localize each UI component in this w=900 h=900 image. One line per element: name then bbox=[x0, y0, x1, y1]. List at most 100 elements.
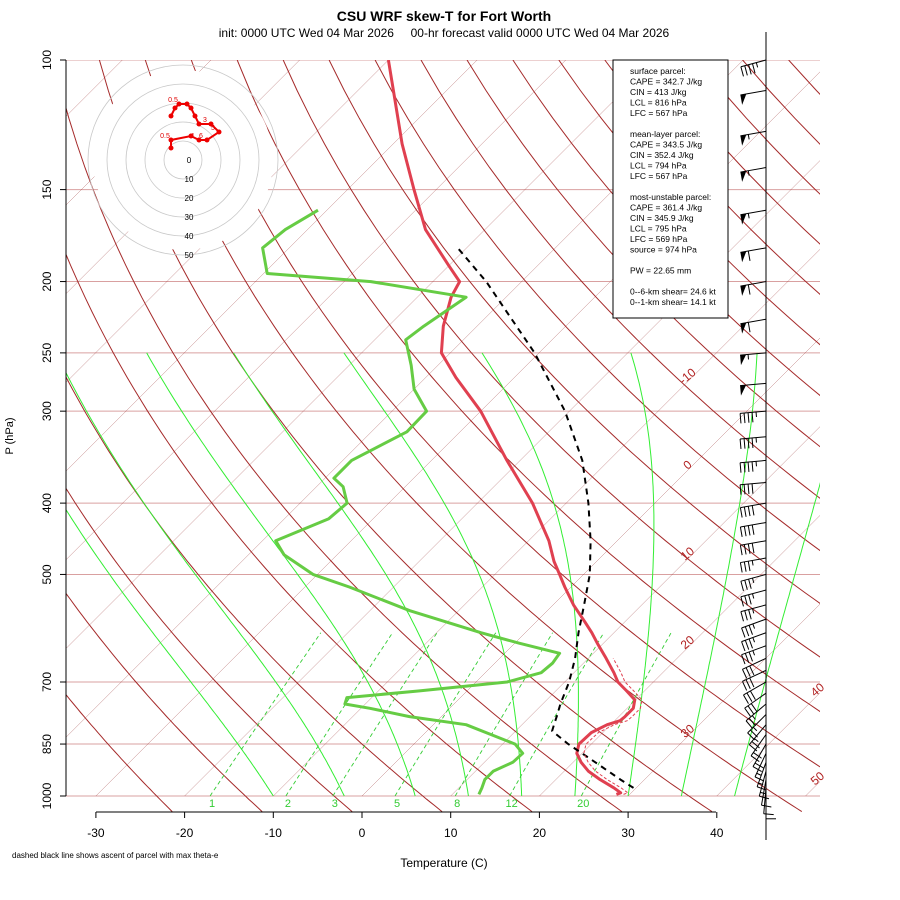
wind-barb-half-feather bbox=[751, 560, 754, 566]
dry-adiabat-line bbox=[420, 60, 820, 499]
wind-barb-shaft bbox=[740, 481, 767, 486]
wind-barb-full-feather bbox=[740, 581, 744, 591]
x-tick-label: 0 bbox=[359, 826, 366, 840]
wind-barb-pennant bbox=[740, 322, 747, 334]
wind-barb-full-feather bbox=[750, 729, 758, 738]
wind-barb-shaft bbox=[758, 770, 767, 797]
wind-barb-full-feather bbox=[741, 627, 746, 638]
y-tick-label: 300 bbox=[40, 401, 54, 421]
wind-barb-full-feather bbox=[748, 638, 753, 649]
dry-adiabat-line bbox=[236, 60, 820, 713]
isotherm-line bbox=[66, 60, 566, 561]
temperature-curve bbox=[386, 60, 637, 796]
y-tick-label: 150 bbox=[40, 179, 54, 199]
hodograph-point bbox=[168, 137, 174, 143]
wind-barb-half-feather bbox=[751, 608, 755, 614]
y-tick-label: 1000 bbox=[40, 782, 54, 809]
wind-barb-full-feather bbox=[747, 284, 751, 295]
wind-barb bbox=[763, 787, 774, 816]
info-box-line: LCL = 795 hPa bbox=[630, 224, 687, 234]
isotherm-label: 20 bbox=[678, 632, 697, 652]
wind-barb-full-feather bbox=[739, 507, 743, 518]
wind-barb-full-feather bbox=[739, 562, 743, 573]
wind-barb-full-feather bbox=[744, 707, 751, 717]
x-tick-label: -10 bbox=[265, 826, 283, 840]
wind-barb-full-feather bbox=[750, 755, 760, 762]
mixing-ratio-label: 5 bbox=[394, 798, 400, 810]
wind-barb-shaft bbox=[748, 724, 767, 745]
isotherm-line bbox=[627, 603, 820, 797]
wind-barb-full-feather bbox=[748, 594, 752, 605]
wind-barb bbox=[747, 714, 767, 741]
mixing-ratio-label: 20 bbox=[577, 798, 589, 810]
dry-adiabat-line bbox=[66, 106, 623, 812]
hodograph-ring bbox=[163, 140, 203, 180]
hodograph-ring-label: 0 bbox=[187, 156, 192, 165]
mixing-ratio-line bbox=[509, 632, 605, 797]
info-box-line: CAPE = 361.4 J/kg bbox=[630, 203, 702, 213]
wind-barb-half-feather bbox=[752, 623, 756, 629]
wind-barb-full-feather bbox=[748, 625, 753, 635]
dry-adiabat-line bbox=[374, 60, 820, 552]
wind-barb-full-feather bbox=[763, 813, 774, 816]
wind-barb-full-feather bbox=[739, 413, 742, 424]
wind-barb-full-feather bbox=[748, 651, 753, 662]
info-box-line: PW = 22.65 mm bbox=[630, 266, 691, 276]
wind-barb-half-feather bbox=[752, 650, 756, 656]
hodograph-point-label: 0.5 bbox=[160, 133, 170, 140]
wind-barb bbox=[743, 681, 767, 704]
wind-barb bbox=[739, 540, 767, 556]
wind-barb-full-feather bbox=[739, 545, 743, 556]
wind-barb-full-feather bbox=[747, 322, 751, 333]
isotherm-line bbox=[273, 248, 820, 797]
wind-barb-full-feather bbox=[747, 543, 751, 554]
wind-barb bbox=[740, 89, 767, 105]
wind-barb-full-feather bbox=[751, 505, 755, 516]
wind-barb-full-feather bbox=[743, 561, 747, 572]
wind-barb-full-feather bbox=[747, 250, 751, 261]
wind-barb-shaft bbox=[740, 557, 767, 564]
wind-barb-half-feather bbox=[758, 782, 764, 786]
isotherm-line bbox=[539, 515, 820, 797]
wind-barb-full-feather bbox=[743, 462, 746, 473]
wind-barb bbox=[740, 573, 767, 591]
wind-barb-shaft bbox=[760, 779, 767, 806]
wind-barb bbox=[740, 318, 767, 334]
hodograph-ring-label: 30 bbox=[185, 213, 194, 222]
info-box-line: CIN = 345.9 J/kg bbox=[630, 213, 694, 223]
hodograph-point bbox=[204, 137, 210, 143]
wind-barb-full-feather bbox=[745, 679, 751, 689]
wind-barb-full-feather bbox=[752, 766, 762, 773]
wind-barb-full-feather bbox=[741, 669, 748, 679]
wind-barb-full-feather bbox=[751, 483, 754, 494]
wind-barb-full-feather bbox=[743, 506, 747, 517]
moist-adiabat-line bbox=[233, 352, 469, 797]
wind-barb bbox=[740, 167, 767, 182]
mixing-ratio-line bbox=[209, 632, 322, 797]
wind-barb bbox=[740, 352, 767, 366]
wind-barb-shaft bbox=[740, 59, 767, 68]
wind-barb-full-feather bbox=[743, 544, 747, 555]
wind-barb-pennant bbox=[740, 385, 747, 396]
moist-adiabat-line bbox=[680, 352, 758, 797]
dry-adiabat-line bbox=[66, 693, 173, 812]
info-box-line: surface parcel: bbox=[630, 66, 686, 76]
dry-adiabat-line bbox=[788, 60, 820, 95]
wind-barb-full-feather bbox=[751, 412, 754, 423]
wind-barb-full-feather bbox=[747, 561, 751, 572]
wind-barb-full-feather bbox=[739, 526, 743, 537]
wind-barb bbox=[740, 209, 767, 225]
wind-barb-shaft bbox=[750, 734, 767, 757]
chart-title: CSU WRF skew-T for Fort Worth bbox=[337, 8, 551, 24]
hodograph-ring-label: 40 bbox=[185, 232, 194, 241]
wind-barb bbox=[739, 481, 767, 495]
wind-barb-shaft bbox=[752, 743, 767, 767]
wind-barb bbox=[741, 632, 767, 652]
wind-barb bbox=[748, 724, 767, 752]
wind-barb bbox=[740, 59, 767, 77]
hodograph-background bbox=[93, 70, 273, 250]
isotherm-line bbox=[361, 337, 820, 797]
isotherm-line bbox=[450, 426, 820, 797]
wind-barb bbox=[741, 645, 767, 665]
wind-barb-full-feather bbox=[741, 681, 748, 691]
